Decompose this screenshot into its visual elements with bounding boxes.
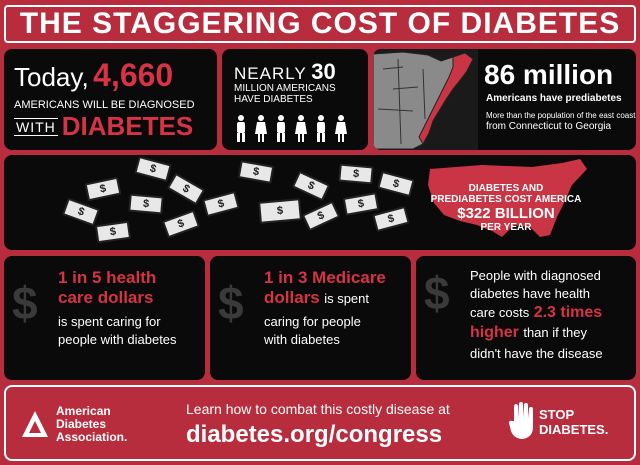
dollar-sign-icon: $ [12, 277, 38, 329]
dollar-sign-icon: $ [424, 267, 450, 319]
ada-logo-icon [22, 411, 48, 437]
stat3-l4: than if they [523, 325, 587, 340]
stop-line2: DIABETES. [539, 422, 609, 437]
dollar-bill-icon: $ [202, 190, 240, 218]
stat-medicare-dollars: $ 1 in 3 Medicare dollars is spent carin… [210, 256, 411, 380]
nearly-line1: MILLION AMERICANS [234, 83, 336, 94]
dollar-bill-icon: $ [301, 200, 341, 232]
stat1-hl2: care dollars [58, 288, 154, 307]
today-word: DIABETES [61, 111, 194, 141]
dollar-bill-icon: $ [94, 220, 132, 244]
today-number: 4,660 [93, 57, 174, 93]
people-icon [237, 115, 347, 142]
diagnosed-today-panel: Today, 4,660 AMERICANS WILL BE DIAGNOSED… [4, 49, 217, 150]
ada-line2: Diabetes [56, 417, 107, 431]
prediabetes-line: Americans have prediabetes [486, 93, 622, 104]
stat-health-care-dollars: $ 1 in 5 health care dollars is spent ca… [4, 256, 205, 380]
prediabetes-note1: More than the population of the east coa… [486, 111, 636, 120]
today-line: AMERICANS WILL BE DIAGNOSED [14, 99, 195, 111]
today-prefix: Today, [14, 62, 89, 92]
stat3-hl2: higher [470, 324, 519, 341]
stat3-l1: People with diagnosed [470, 268, 601, 283]
cost-panel: $ $ $ $ $ $ $ $ $ $ $ $ $ $ $ $ DIABETES… [4, 155, 636, 250]
dollar-bill-icon: $ [258, 198, 302, 224]
cost-line2: PREDIABETES COST AMERICA [430, 194, 582, 205]
prediabetes-panel: 86 million Americans have prediabetes Mo… [373, 49, 636, 150]
dollar-bill-icon: $ [161, 209, 201, 239]
dollar-bill-icon: $ [134, 155, 172, 183]
today-with: WITH [14, 117, 58, 136]
congress-link[interactable]: diabetes.org/congress [186, 421, 443, 448]
stat1-rest1: is spent caring for [58, 314, 161, 329]
ada-line3: Association. [56, 430, 128, 444]
dollar-bill-icon: $ [84, 176, 122, 202]
dollar-bill-icon: $ [61, 197, 101, 227]
prediabetes-note2: from Connecticut to Georgia [486, 121, 612, 132]
stat2-rest2: with diabetes [264, 332, 340, 347]
stat2-rest1: caring for people [264, 314, 361, 329]
dollar-bill-icon: $ [291, 170, 331, 202]
stat3-l3pre: care costs [470, 305, 530, 320]
stat1-rest2: people with diabetes [58, 332, 177, 347]
nearly-prefix: NEARLY [234, 64, 307, 83]
footer-banner: American Diabetes Association. Learn how… [4, 385, 636, 461]
cost-line1: DIABETES AND [468, 183, 544, 194]
cost-amount: $322 BILLION [457, 205, 555, 222]
stat2-hl1: 1 in 3 Medicare [264, 268, 386, 287]
usa-map [428, 159, 587, 237]
learn-text: Learn how to combat this costly disease … [186, 401, 450, 417]
page-title: THE STAGGERING COST OF DIABETES [4, 5, 636, 43]
people-icons [234, 115, 360, 148]
prediabetes-number: 86 million [484, 59, 614, 90]
hand-icon [509, 402, 533, 439]
stat2-rest0: is spent [324, 291, 370, 306]
stat2-hl2: dollars [264, 288, 320, 307]
nearly-number: 30 [311, 59, 336, 84]
stat1-hl1: 1 in 5 health [58, 268, 157, 287]
stat3-l5: didn't have the disease [470, 346, 603, 361]
dollar-bill-icon: $ [166, 172, 206, 206]
stat-costs-higher: $ People with diagnosed diabetes have he… [416, 256, 636, 380]
dollar-bill-icon: $ [338, 163, 374, 185]
dollar-sign-icon: $ [218, 277, 244, 329]
stat3-l2: diabetes have health [470, 286, 590, 301]
cost-per: PER YEAR [480, 222, 532, 233]
nearly-line2: HAVE DIABETES [234, 94, 313, 105]
east-coast-map [373, 49, 478, 150]
dollar-bill-icon: $ [237, 160, 275, 184]
ada-line1: American [56, 404, 111, 418]
dollar-bill-icon: $ [128, 193, 164, 215]
nearly-30-million-panel: NEARLY 30 MILLION AMERICANS HAVE DIABETE… [222, 49, 368, 150]
stop-line1: STOP [539, 407, 575, 422]
dollar-bill-icon: $ [377, 170, 415, 198]
dollar-bill-icon: $ [342, 192, 380, 216]
stat3-hl1: 2.3 times [533, 304, 603, 321]
